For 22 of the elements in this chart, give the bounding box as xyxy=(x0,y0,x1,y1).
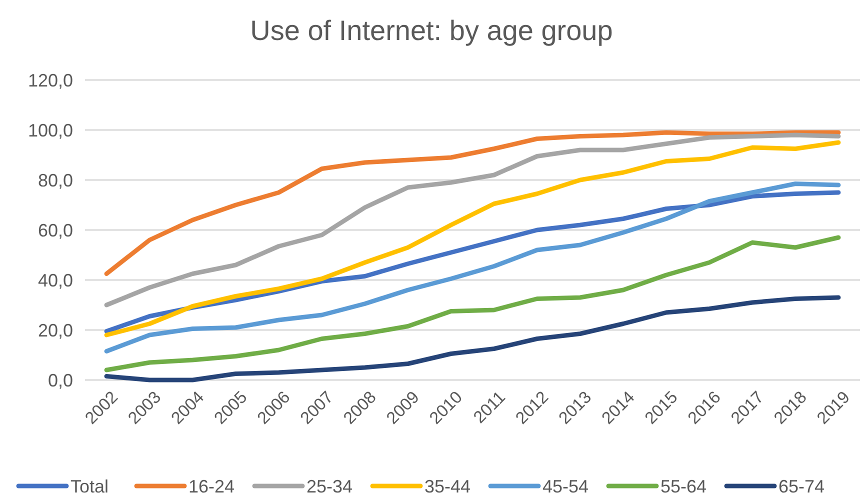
legend-label: 25-34 xyxy=(306,476,353,496)
y-tick-label: 20,0 xyxy=(38,320,73,340)
line-series xyxy=(104,295,841,382)
legend-label: 35-44 xyxy=(424,476,471,496)
line-series xyxy=(104,130,841,276)
legend-label: 16-24 xyxy=(188,476,235,496)
line-series xyxy=(104,190,841,334)
legend-label: 65-74 xyxy=(778,476,825,496)
chart-title: Use of Internet: by age group xyxy=(250,15,613,46)
legend-label: Total xyxy=(70,476,109,496)
legend-label: 55-64 xyxy=(660,476,707,496)
y-tick-label: 100,0 xyxy=(28,120,73,140)
y-tick-label: 60,0 xyxy=(38,220,73,240)
y-tick-label: 120,0 xyxy=(28,70,73,90)
line-series xyxy=(104,140,841,338)
line-series xyxy=(104,235,841,372)
y-tick-label: 40,0 xyxy=(38,270,73,290)
line-series xyxy=(104,182,841,354)
y-tick-label: 0,0 xyxy=(48,370,73,390)
y-tick-label: 80,0 xyxy=(38,170,73,190)
line-series xyxy=(104,132,841,308)
legend-label: 45-54 xyxy=(542,476,589,496)
